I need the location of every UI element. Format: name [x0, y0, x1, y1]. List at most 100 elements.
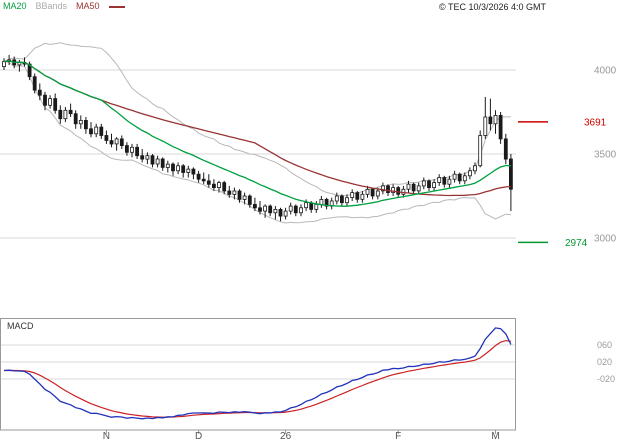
candle-body: [498, 115, 503, 140]
candle-body: [252, 203, 257, 209]
macd-tick-label: 020: [597, 357, 612, 367]
ma20-path: [3, 60, 511, 207]
candle-body: [427, 180, 431, 188]
ma20-line: [3, 60, 511, 207]
candle-body: [155, 158, 160, 165]
candle-body: [380, 185, 385, 192]
candle-body: [73, 113, 78, 125]
legend-bbands-label: BBands: [35, 1, 68, 11]
candle-body: [145, 155, 150, 160]
candle-body: [350, 192, 355, 199]
candle-body: [211, 183, 216, 188]
candle-body: [299, 207, 303, 214]
candle-body: [457, 173, 462, 182]
time-tick-label: 26: [280, 431, 292, 440]
macd-gridlines: [1, 344, 515, 380]
candle-body: [63, 109, 68, 120]
candle-body: [288, 205, 293, 212]
ma50-path: [3, 60, 511, 197]
candle-body: [84, 120, 88, 130]
candle-body: [89, 128, 93, 135]
candle-body: [355, 192, 360, 200]
candle-body: [48, 98, 52, 106]
candle-body: [201, 178, 206, 182]
candle-body: [191, 168, 196, 175]
candle-body: [232, 190, 237, 195]
candle-body: [140, 155, 145, 160]
candle-body: [181, 165, 186, 173]
candle-body: [165, 163, 170, 168]
candle-body: [421, 180, 426, 187]
candle-body: [432, 182, 437, 189]
candle-body: [217, 182, 221, 189]
time-tick-label: F: [395, 431, 401, 440]
candle-body: [334, 195, 339, 202]
price-tick-label: 3500: [594, 150, 617, 161]
candle-body: [293, 205, 298, 214]
candle-body: [339, 195, 344, 204]
candle-body: [319, 198, 324, 205]
candle-body: [130, 146, 134, 153]
candle-body: [493, 115, 498, 125]
time-axis-labels: N D 26 F M: [103, 430, 500, 440]
candle-body: [370, 188, 375, 197]
candle-body: [416, 185, 421, 192]
candle-body: [135, 146, 140, 157]
time-tick-label: N: [103, 431, 110, 440]
price-tick-label: 4000: [594, 66, 617, 77]
candle-body: [488, 116, 493, 125]
candle-body: [345, 197, 349, 204]
macd-line-path: [3, 327, 512, 420]
macd-title: MACD: [7, 321, 34, 331]
candle-body: [278, 208, 283, 217]
candle-body: [268, 205, 273, 214]
candle-body: [222, 182, 227, 192]
candle-body: [160, 158, 165, 168]
candle-body: [27, 63, 32, 78]
legend-ma50-label: MA50: [76, 1, 100, 11]
candle-body: [437, 177, 442, 183]
candle-body: [94, 126, 99, 135]
candle-body: [473, 165, 477, 172]
candle-body: [125, 145, 129, 153]
candle-body: [391, 187, 396, 194]
candle-body: [78, 120, 83, 125]
candle-body: [263, 205, 268, 212]
candle-body: [365, 188, 370, 195]
macd-panel: MACD 060 020 -020: [0, 318, 615, 431]
price-tick-label: 3000: [594, 234, 617, 245]
chart-legend: MA20 BBands MA50: [3, 1, 125, 12]
candle-body: [411, 183, 416, 192]
macd-tick-label: -020: [597, 374, 615, 384]
candle-body: [186, 168, 191, 173]
time-tick-label: M: [491, 431, 499, 440]
ma50-line: [3, 60, 511, 197]
level-label-support: 2974: [565, 238, 588, 249]
candle-body: [227, 190, 232, 195]
candle-body: [58, 109, 63, 120]
candle-body: [119, 138, 124, 146]
bb-lower-band: [3, 61, 511, 224]
candle-body: [406, 183, 411, 190]
candle-body: [324, 198, 329, 207]
price-axis-labels: 4000 3500 3000: [594, 66, 617, 245]
level-markers: 3691 2974: [518, 117, 607, 249]
candle-body: [360, 193, 365, 200]
candle-body: [53, 98, 58, 111]
legend-ma50-swatch: [108, 5, 125, 8]
candle-body: [478, 135, 483, 167]
candle-body: [508, 158, 513, 190]
candle-body: [452, 173, 457, 180]
candle-body: [442, 177, 447, 185]
candle-body: [242, 195, 247, 200]
candle-body: [273, 208, 278, 214]
candle-body: [37, 89, 42, 96]
candle-body: [43, 94, 47, 106]
candle-body: [104, 135, 109, 141]
candle-body: [462, 175, 467, 182]
candle-body: [99, 126, 104, 136]
candle-body: [375, 190, 380, 197]
level-label-resistance: 3691: [584, 117, 607, 128]
